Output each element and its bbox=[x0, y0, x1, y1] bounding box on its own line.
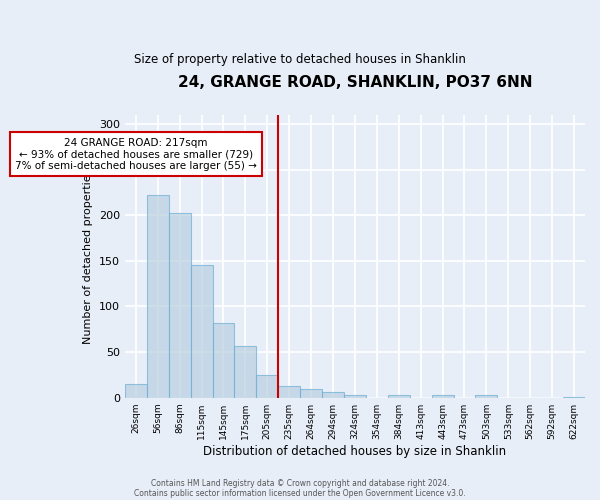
Text: 24 GRANGE ROAD: 217sqm
← 93% of detached houses are smaller (729)
7% of semi-det: 24 GRANGE ROAD: 217sqm ← 93% of detached… bbox=[15, 138, 257, 171]
Bar bbox=[125, 384, 147, 398]
Bar bbox=[344, 395, 366, 398]
Text: Contains HM Land Registry data © Crown copyright and database right 2024.: Contains HM Land Registry data © Crown c… bbox=[151, 478, 449, 488]
Bar bbox=[300, 388, 322, 398]
Bar bbox=[235, 346, 256, 398]
Y-axis label: Number of detached properties: Number of detached properties bbox=[83, 168, 94, 344]
Bar bbox=[147, 195, 169, 398]
Bar bbox=[191, 266, 212, 398]
Bar bbox=[169, 214, 191, 398]
Bar bbox=[212, 323, 235, 398]
X-axis label: Distribution of detached houses by size in Shanklin: Distribution of detached houses by size … bbox=[203, 444, 506, 458]
Bar bbox=[322, 392, 344, 398]
Bar bbox=[278, 386, 300, 398]
Text: Contains public sector information licensed under the Open Government Licence v3: Contains public sector information licen… bbox=[134, 488, 466, 498]
Bar bbox=[563, 397, 585, 398]
Bar bbox=[388, 395, 410, 398]
Bar bbox=[431, 395, 454, 398]
Bar bbox=[256, 375, 278, 398]
Title: 24, GRANGE ROAD, SHANKLIN, PO37 6NN: 24, GRANGE ROAD, SHANKLIN, PO37 6NN bbox=[178, 75, 532, 90]
Text: Size of property relative to detached houses in Shanklin: Size of property relative to detached ho… bbox=[134, 52, 466, 66]
Bar bbox=[475, 395, 497, 398]
